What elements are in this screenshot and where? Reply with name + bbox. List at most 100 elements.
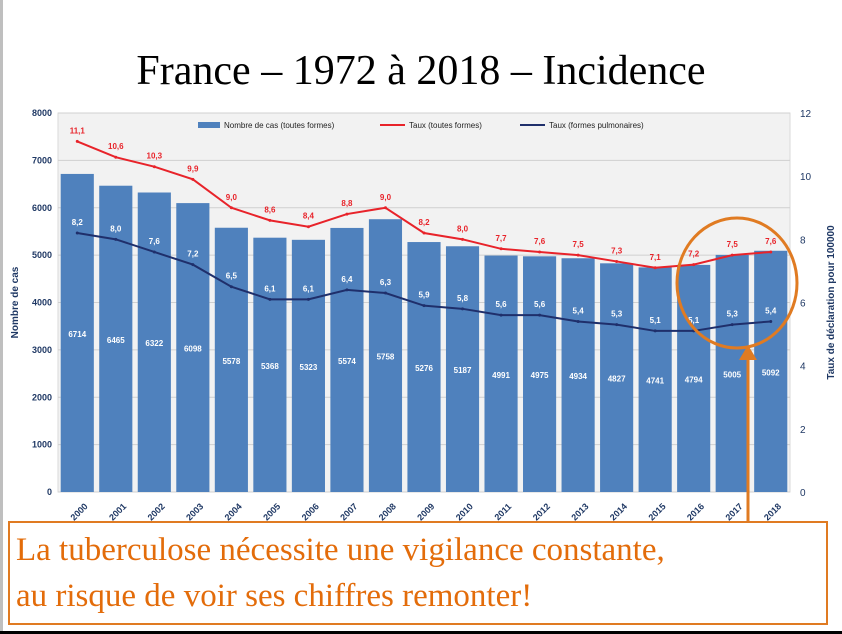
bar-value-label: 5092 <box>762 368 780 377</box>
x-tick-label: 2003 <box>184 501 205 522</box>
bar <box>677 264 711 492</box>
callout-line-2: au risque de voir ses chiffres remonter! <box>16 578 533 614</box>
rate-all-label: 7,1 <box>650 253 662 262</box>
rate-pulm-label: 6,1 <box>303 284 315 293</box>
rate-all-label: 10,6 <box>108 142 124 151</box>
rate-all-label: 8,6 <box>264 205 276 214</box>
rate-pulm-point <box>730 323 734 327</box>
rate-all-point <box>229 206 233 210</box>
bar-value-label: 5758 <box>377 353 395 362</box>
x-tick-label: 2016 <box>685 501 706 522</box>
rate-pulm-label: 6,1 <box>264 284 276 293</box>
highlight-circle <box>675 216 799 350</box>
rate-all-point <box>576 253 580 257</box>
rate-all-label: 8,2 <box>418 218 430 227</box>
rate-all-point <box>461 237 465 241</box>
x-tick-label: 2004 <box>223 501 244 522</box>
bar <box>137 192 171 493</box>
legend-label-bar: Nombre de cas (toutes formes) <box>224 121 335 130</box>
bar-value-label: 4991 <box>492 371 510 380</box>
rate-pulm-point <box>75 231 79 235</box>
rate-pulm-label: 7,2 <box>187 250 199 259</box>
callout-line-1: La tuberculose nécessite une vigilance c… <box>16 532 665 568</box>
y-tick-label: 3000 <box>32 345 52 355</box>
rate-all-label: 7,2 <box>688 250 700 259</box>
y-tick-label: 1000 <box>32 440 52 450</box>
rate-all-label: 10,3 <box>147 152 163 161</box>
rate-pulm-label: 6,3 <box>380 278 392 287</box>
y-tick-label: 4000 <box>32 298 52 308</box>
bar-value-label: 5187 <box>454 366 472 375</box>
rate-pulm-label: 8,0 <box>110 224 122 233</box>
x-tick-label: 2012 <box>531 501 552 522</box>
y2-tick-label: 10 <box>800 172 812 183</box>
rate-all-point <box>615 259 619 263</box>
slide-left-border <box>0 0 3 634</box>
rate-pulm-label: 8,2 <box>72 218 84 227</box>
bar <box>407 242 441 492</box>
rate-pulm-label: 5,1 <box>688 316 700 325</box>
y-tick-label: 8000 <box>32 108 52 118</box>
rate-all-label: 7,3 <box>611 246 623 255</box>
x-tick-label: 2005 <box>261 501 282 522</box>
bar-value-label: 6714 <box>68 330 86 339</box>
bar <box>176 203 210 493</box>
rate-pulm-point <box>461 307 465 311</box>
bar-value-label: 4741 <box>646 377 664 386</box>
rate-pulm-label: 5,9 <box>418 291 430 300</box>
rate-all-point <box>114 155 118 159</box>
rate-all-point <box>422 231 426 235</box>
rate-pulm-point <box>615 323 619 327</box>
rate-all-point <box>152 165 156 169</box>
x-tick-label: 2009 <box>415 501 436 522</box>
rate-all-point <box>769 250 773 254</box>
rate-all-label: 8,8 <box>341 199 353 208</box>
x-tick-label: 2001 <box>107 501 128 522</box>
bar <box>368 219 403 492</box>
bar-value-label: 6098 <box>184 345 202 354</box>
y-tick-label: 6000 <box>32 203 52 213</box>
slide-bottom-border <box>0 631 842 634</box>
bar-value-label: 4975 <box>531 371 549 380</box>
rate-pulm-point <box>114 237 118 241</box>
x-tick-label: 2007 <box>338 501 359 522</box>
bar <box>523 256 557 492</box>
callout-box: La tuberculose nécessite une vigilance c… <box>8 521 828 625</box>
x-tick-label: 2018 <box>762 501 783 522</box>
legend-label-rate-pulm: Taux (formes pulmonaires) <box>549 121 644 130</box>
rate-pulm-point <box>268 297 272 301</box>
bar <box>715 254 749 492</box>
rate-all-label: 9,0 <box>226 193 238 202</box>
y2-tick-label: 8 <box>800 235 806 246</box>
rate-pulm-label: 5,8 <box>457 294 469 303</box>
rate-all-label: 7,5 <box>573 240 585 249</box>
rate-all-point <box>345 212 349 216</box>
x-tick-label: 2010 <box>454 501 475 522</box>
rate-pulm-label: 5,3 <box>727 310 739 319</box>
rate-pulm-label: 6,5 <box>226 272 238 281</box>
y2-tick-label: 12 <box>800 109 812 120</box>
bar <box>253 237 287 492</box>
rate-pulm-point <box>306 297 310 301</box>
bar-value-label: 4827 <box>608 375 626 384</box>
rate-pulm-label: 5,6 <box>495 300 507 309</box>
rate-all-point <box>191 177 195 181</box>
rate-all-label: 7,5 <box>727 240 739 249</box>
x-tick-label: 2002 <box>146 501 167 522</box>
rate-pulm-point <box>229 285 233 289</box>
rate-all-label: 9,0 <box>380 193 392 202</box>
y2-axis-title: Taux de déclaration pour 100000 <box>826 225 837 380</box>
y-axis-title: Nombre de cas <box>10 266 21 338</box>
rate-all-label: 8,4 <box>303 212 315 221</box>
rate-all-point <box>306 225 310 229</box>
bar <box>600 263 634 492</box>
rate-all-point <box>692 263 696 267</box>
rate-all-label: 7,7 <box>495 234 507 243</box>
bar-value-label: 5005 <box>723 370 741 379</box>
rate-pulm-point <box>345 288 349 292</box>
y-tick-label: 7000 <box>32 155 52 165</box>
rate-pulm-label: 5,4 <box>765 306 777 315</box>
x-tick-label: 2011 <box>492 501 513 522</box>
bar <box>754 250 788 492</box>
rate-pulm-point <box>191 263 195 267</box>
